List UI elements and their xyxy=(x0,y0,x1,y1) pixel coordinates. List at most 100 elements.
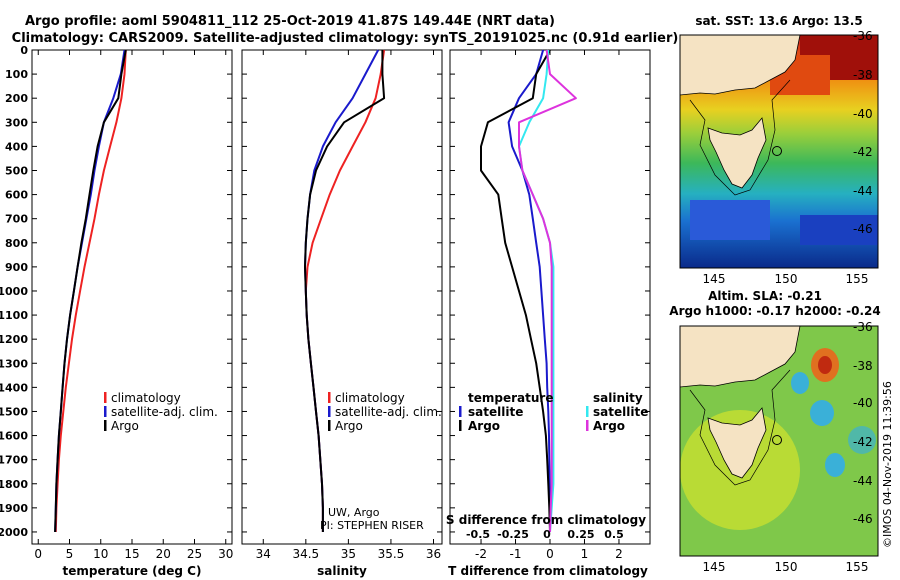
x-tick-label: 36 xyxy=(426,547,441,561)
legend-label-climatology: climatology xyxy=(111,391,181,405)
legend-swatch-argo xyxy=(104,420,107,431)
lat-tick: -42 xyxy=(853,435,873,449)
pi-annotation-line-1: UW, Argo xyxy=(328,506,380,519)
sla-map-lon-ticks: 145 150 155 xyxy=(703,560,869,574)
difference-legend: temperature satellite Argo salinity sate… xyxy=(459,391,648,433)
x-tick-label: 5 xyxy=(66,547,74,561)
salinity-legend: climatology satellite-adj. clim. Argo xyxy=(328,391,442,433)
depth-tick-label: 100 xyxy=(5,68,28,81)
x-tick-label: -2 xyxy=(475,547,487,561)
depth-tick-label: 1400 xyxy=(0,381,28,394)
t-difference-x-axis: -2 -1 0 1 2 xyxy=(475,50,623,561)
temperature-x-label: temperature (deg C) xyxy=(63,564,202,578)
s-diff-tick: -0.5 xyxy=(466,528,490,541)
temperature-legend: climatology satellite-adj. clim. Argo xyxy=(104,391,218,433)
depth-tick-label: 900 xyxy=(5,261,28,274)
series-line-salinity-argo xyxy=(518,49,577,533)
sla-anomaly xyxy=(810,400,834,426)
x-tick-label: 0 xyxy=(34,547,42,561)
series-line-satellite-adj-clim- xyxy=(304,49,380,532)
depth-tick-label: 2000 xyxy=(0,526,28,539)
sst-map-title: sat. SST: 13.6 Argo: 13.5 xyxy=(695,14,862,28)
lat-tick: -46 xyxy=(853,512,873,526)
argo-position-marker xyxy=(772,435,782,445)
legend-label-satellite: satellite-adj. clim. xyxy=(335,405,442,419)
legend-label-s-argo: Argo xyxy=(593,419,625,433)
lat-tick: -44 xyxy=(853,474,873,488)
tasmania xyxy=(707,407,767,479)
temperature-x-axis: 0 5 10 15 20 25 30 xyxy=(34,50,233,561)
series-line-climatology xyxy=(54,49,127,533)
series-line-satellite-adj-clim- xyxy=(54,49,126,533)
lon-tick: 150 xyxy=(775,560,798,574)
bathymetry-contour xyxy=(689,79,791,196)
depth-axis: 0 100 200 300 400 500 600 700 800 900 1000 1100 1200… xyxy=(0,44,650,539)
legend-label-climatology: climatology xyxy=(335,391,405,405)
salinity-x-axis: 34 34.5 35 35.5 36 xyxy=(256,50,441,561)
lon-tick: 145 xyxy=(703,272,726,286)
series-line-temperature-argo xyxy=(480,49,551,533)
header-line-2: Climatology: CARS2009. Satellite-adjuste… xyxy=(12,31,679,46)
t-difference-x-label: T difference from climatology xyxy=(448,564,648,578)
lon-tick: 155 xyxy=(846,560,869,574)
legend-swatch-t-satellite xyxy=(459,406,462,417)
x-tick-label: 25 xyxy=(187,547,202,561)
bathymetry-contour xyxy=(689,369,791,486)
lat-tick: -36 xyxy=(853,320,873,334)
legend-swatch-satellite xyxy=(104,406,107,417)
depth-tick-label: 1600 xyxy=(0,430,28,443)
lat-tick: -36 xyxy=(853,29,873,43)
legend-label-s-satellite: satellite xyxy=(593,405,648,419)
legend-swatch-satellite xyxy=(328,406,331,417)
depth-tick-label: 600 xyxy=(5,189,28,202)
depth-tick-label: 700 xyxy=(5,213,28,226)
depth-tick-label: 0 xyxy=(20,44,28,57)
temperature-plot-area xyxy=(31,49,233,545)
legend-label-argo: Argo xyxy=(111,419,139,433)
series-line-temperature-satellite xyxy=(507,49,551,532)
sst-cool-patch xyxy=(690,200,770,240)
sla-anomaly xyxy=(818,356,832,374)
header-line-1: Argo profile: aoml 5904811_112 25-Oct-20… xyxy=(25,14,555,29)
mainland-australia xyxy=(680,326,801,388)
x-tick-label: 35.5 xyxy=(378,547,405,561)
sla-map-lat-ticks: -36 -38 -40 -42 -44 -46 xyxy=(853,320,873,526)
salinity-plot-area xyxy=(241,49,443,545)
depth-tick-label: 1000 xyxy=(0,285,28,298)
legend-swatch-argo xyxy=(328,420,331,431)
sla-anomaly xyxy=(825,453,845,477)
legend-label-t-satellite: satellite xyxy=(468,405,523,419)
legend-label-argo: Argo xyxy=(335,419,363,433)
depth-tick-label: 1800 xyxy=(0,478,28,491)
depth-tick-label: 1500 xyxy=(0,405,28,418)
lat-tick: -40 xyxy=(853,396,873,410)
lat-tick: -44 xyxy=(853,184,873,198)
legend-heading-salinity: salinity xyxy=(593,391,643,405)
imos-stamp: ©IMOS 04-Nov-2019 11:39:56 xyxy=(881,381,894,548)
argo-position-marker xyxy=(772,146,782,156)
legend-label-satellite: satellite-adj. clim. xyxy=(111,405,218,419)
legend-swatch-t-argo xyxy=(459,420,462,431)
sla-map-title: Altim. SLA: -0.21 xyxy=(708,289,822,303)
difference-series xyxy=(480,49,577,533)
s-difference-ticks: -0.5 -0.25 0 0.25 0.5 xyxy=(466,528,624,541)
depth-tick-label: 1700 xyxy=(0,454,28,467)
sst-cool-patch xyxy=(800,215,878,245)
salinity-series xyxy=(304,49,386,532)
s-diff-tick: 0.25 xyxy=(567,528,594,541)
sst-map xyxy=(680,35,878,268)
depth-tick-label: 1100 xyxy=(0,309,28,322)
sla-map xyxy=(680,326,878,556)
legend-swatch-climatology xyxy=(328,392,331,403)
salinity-x-label: salinity xyxy=(317,564,367,578)
sst-map-frame xyxy=(679,34,879,269)
x-tick-label: 20 xyxy=(156,547,171,561)
x-tick-label: 0 xyxy=(546,547,554,561)
x-tick-label: 34 xyxy=(256,547,271,561)
x-tick-label: 30 xyxy=(218,547,233,561)
depth-tick-label: 1300 xyxy=(0,357,28,370)
x-tick-label: 10 xyxy=(93,547,108,561)
lon-tick: 145 xyxy=(703,560,726,574)
series-line-salinity-satellite xyxy=(518,49,555,533)
